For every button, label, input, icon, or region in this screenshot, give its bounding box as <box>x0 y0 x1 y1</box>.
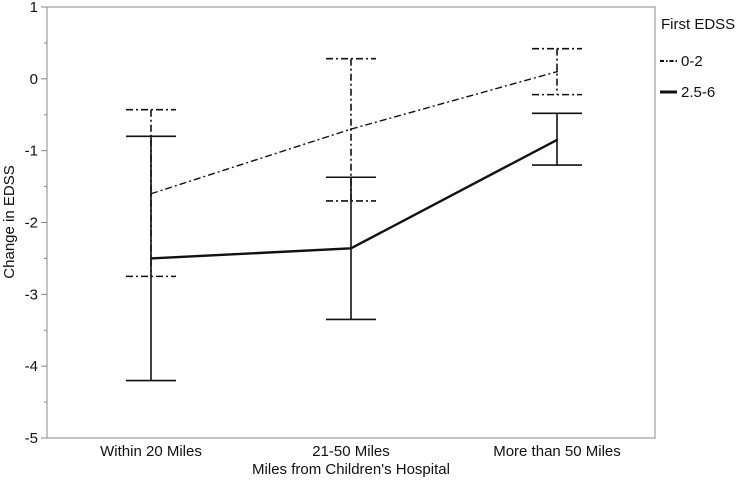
legend-label: 2.5-6 <box>681 84 715 101</box>
data-point <box>350 247 352 250</box>
legend: First EDSS 0-2 2.5-6 <box>660 16 735 101</box>
y-tick-label: -3 <box>25 286 38 303</box>
series-2.5-6 <box>126 112 582 382</box>
y-tick-label: -4 <box>25 358 38 375</box>
legend-label: 0-2 <box>681 53 703 70</box>
data-point <box>150 257 152 260</box>
series-line <box>150 70 558 195</box>
y-tick-label: -2 <box>25 215 38 232</box>
data-point <box>556 138 558 141</box>
legend-title: First EDSS <box>661 16 735 33</box>
x-tick-label: More than 50 Miles <box>493 443 621 460</box>
x-axis: Within 20 Miles 21-50 Miles More than 50 M… <box>100 443 621 460</box>
series-line <box>150 138 558 260</box>
y-tick-label: 1 <box>30 0 38 16</box>
series-layer <box>126 47 582 382</box>
data-point <box>350 128 352 131</box>
y-axis-title: Change in EDSS <box>1 165 18 278</box>
data-point <box>556 70 558 73</box>
y-tick-label: -1 <box>25 143 38 160</box>
x-axis-title: Miles from Children's Hospital <box>252 461 450 478</box>
y-tick-label: 0 <box>30 71 38 88</box>
y-tick-label: -5 <box>25 430 38 447</box>
y-axis: 1 0 -1 -2 -3 -4 -5 <box>25 0 47 447</box>
x-tick-label: Within 20 Miles <box>100 443 202 460</box>
x-tick-label: 21-50 Miles <box>312 443 390 460</box>
